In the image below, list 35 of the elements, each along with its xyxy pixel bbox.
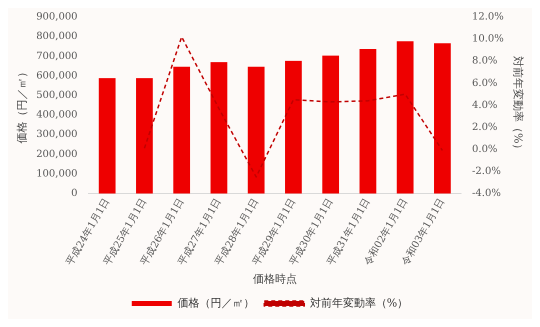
line-series [144, 36, 444, 178]
y2-tick-label: 6.0% [472, 78, 498, 89]
bar [210, 62, 228, 194]
bar [396, 41, 414, 194]
y-tick-label: 600,000 [36, 70, 78, 82]
bar [360, 48, 376, 194]
legend-label: 価格（円／㎡） [177, 296, 254, 310]
y2-tick-label: 4.0% [472, 100, 498, 111]
y-tick-label: 800,000 [36, 31, 78, 42]
y-tick-label: 500,000 [36, 90, 78, 102]
y2-tick-label: 0.0% [472, 144, 498, 155]
y2-tick-label: 12.0% [472, 12, 504, 23]
bar [434, 43, 451, 194]
y-axis-title: 価格（円／㎡） [15, 66, 28, 144]
bar [322, 56, 340, 194]
bar [248, 66, 265, 194]
y2-tick-label: 10.0% [472, 34, 504, 45]
y-tick-label: 400,000 [36, 110, 78, 121]
y2-tick-label: -4.0% [472, 188, 501, 200]
y2-tick-label: -2.0% [472, 166, 501, 177]
y-tick-label: 100,000 [36, 168, 78, 180]
y-tick-label: 900,000 [36, 12, 78, 23]
y-tick-label: 0 [71, 188, 78, 200]
bar [285, 60, 302, 194]
y-tick-label: 300,000 [36, 129, 78, 140]
x-axis-title: 価格時点 [252, 272, 297, 286]
y-tick-label: 700,000 [36, 50, 78, 62]
y-tick-label: 200,000 [36, 148, 78, 160]
legend-label: 対前年変動率（%） [310, 296, 408, 310]
bar [173, 66, 190, 194]
y2-tick-label: 8.0% [472, 56, 498, 67]
y2-tick-label: 2.0% [472, 122, 498, 133]
bar [98, 78, 116, 194]
bar [136, 78, 153, 194]
y2-axis-title: 対前年変動率（%） [512, 56, 525, 154]
